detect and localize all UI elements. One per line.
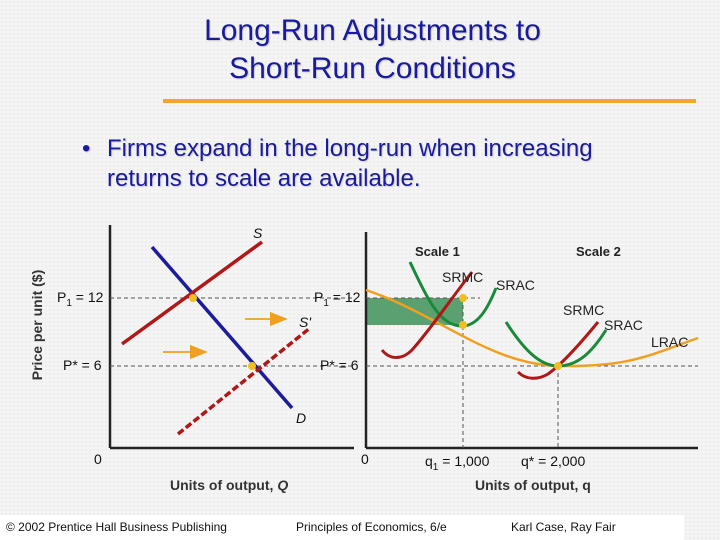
supply-label: S — [253, 225, 263, 241]
footer-publisher: © 2002 Prentice Hall Business Publishing — [6, 520, 227, 534]
srmc-scale2-label: SRMC — [563, 302, 604, 318]
right-origin-label: 0 — [361, 451, 369, 467]
lrac-label: LRAC — [651, 334, 688, 350]
demand-curve — [150, 245, 294, 410]
bullet-icon: • — [82, 135, 91, 162]
srac-scale1-label: SRAC — [496, 277, 535, 293]
scale1-price-point — [459, 294, 467, 302]
footer-book: Principles of Economics, 6/e — [296, 520, 447, 534]
q1-label: q1 = 1,000 — [425, 453, 490, 473]
shifted-supply-label: S' — [299, 314, 312, 330]
left-p1-label: P1 = 12 — [57, 289, 104, 309]
scale2-equilibrium-point — [554, 362, 562, 370]
scale1-label: Scale 1 — [415, 244, 460, 259]
qstar-label: q* = 2,000 — [521, 453, 585, 469]
new-equilibrium-point — [248, 362, 256, 370]
industry-graph: Price per unit ($) P1 = 12 P* = 6 S S' D… — [29, 225, 354, 493]
footer-bar: © 2002 Prentice Hall Business Publishing… — [0, 515, 684, 540]
scale2-label: Scale 2 — [576, 244, 621, 259]
supply-curve — [120, 240, 264, 346]
initial-equilibrium-point — [189, 294, 197, 302]
title-line-1: Long-Run Adjustments to — [204, 14, 541, 47]
left-origin-label: 0 — [94, 451, 102, 467]
left-pstar-label: P* = 6 — [63, 357, 102, 373]
demand-label: D — [296, 410, 306, 426]
srmc-scale1-curve — [380, 271, 474, 359]
srac-scale2-label: SRAC — [604, 317, 643, 333]
srmc-scale1-label: SRMC — [442, 269, 483, 285]
bullet-text: Firms expand in the long-run when increa… — [107, 135, 593, 192]
right-pstar-label: P* = 6 — [320, 357, 359, 373]
market-and-firm-diagram: Price per unit ($) P1 = 12 P* = 6 S S' D… — [29, 225, 699, 493]
title-line-2: Short-Run Conditions — [229, 52, 516, 85]
title-underline — [163, 99, 696, 103]
srmc-scale2-curve — [516, 321, 600, 380]
firm-graph: Scale 1 Scale 2 SRMC SRAC SRMC SRAC LRAC… — [314, 232, 699, 493]
footer-authors: Karl Case, Ray Fair — [511, 520, 616, 534]
right-x-axis-label: Units of output, q — [475, 477, 591, 493]
right-p1-label: P1 = 12 — [314, 289, 361, 309]
slide-title: Long-Run Adjustments to Short-Run Condit… — [0, 12, 720, 88]
left-y-axis-label: Price per unit ($) — [29, 270, 45, 380]
shifted-supply-curve — [176, 326, 312, 436]
scale1-cost-point — [459, 321, 467, 329]
left-x-axis-label: Units of output, Q — [170, 477, 288, 493]
